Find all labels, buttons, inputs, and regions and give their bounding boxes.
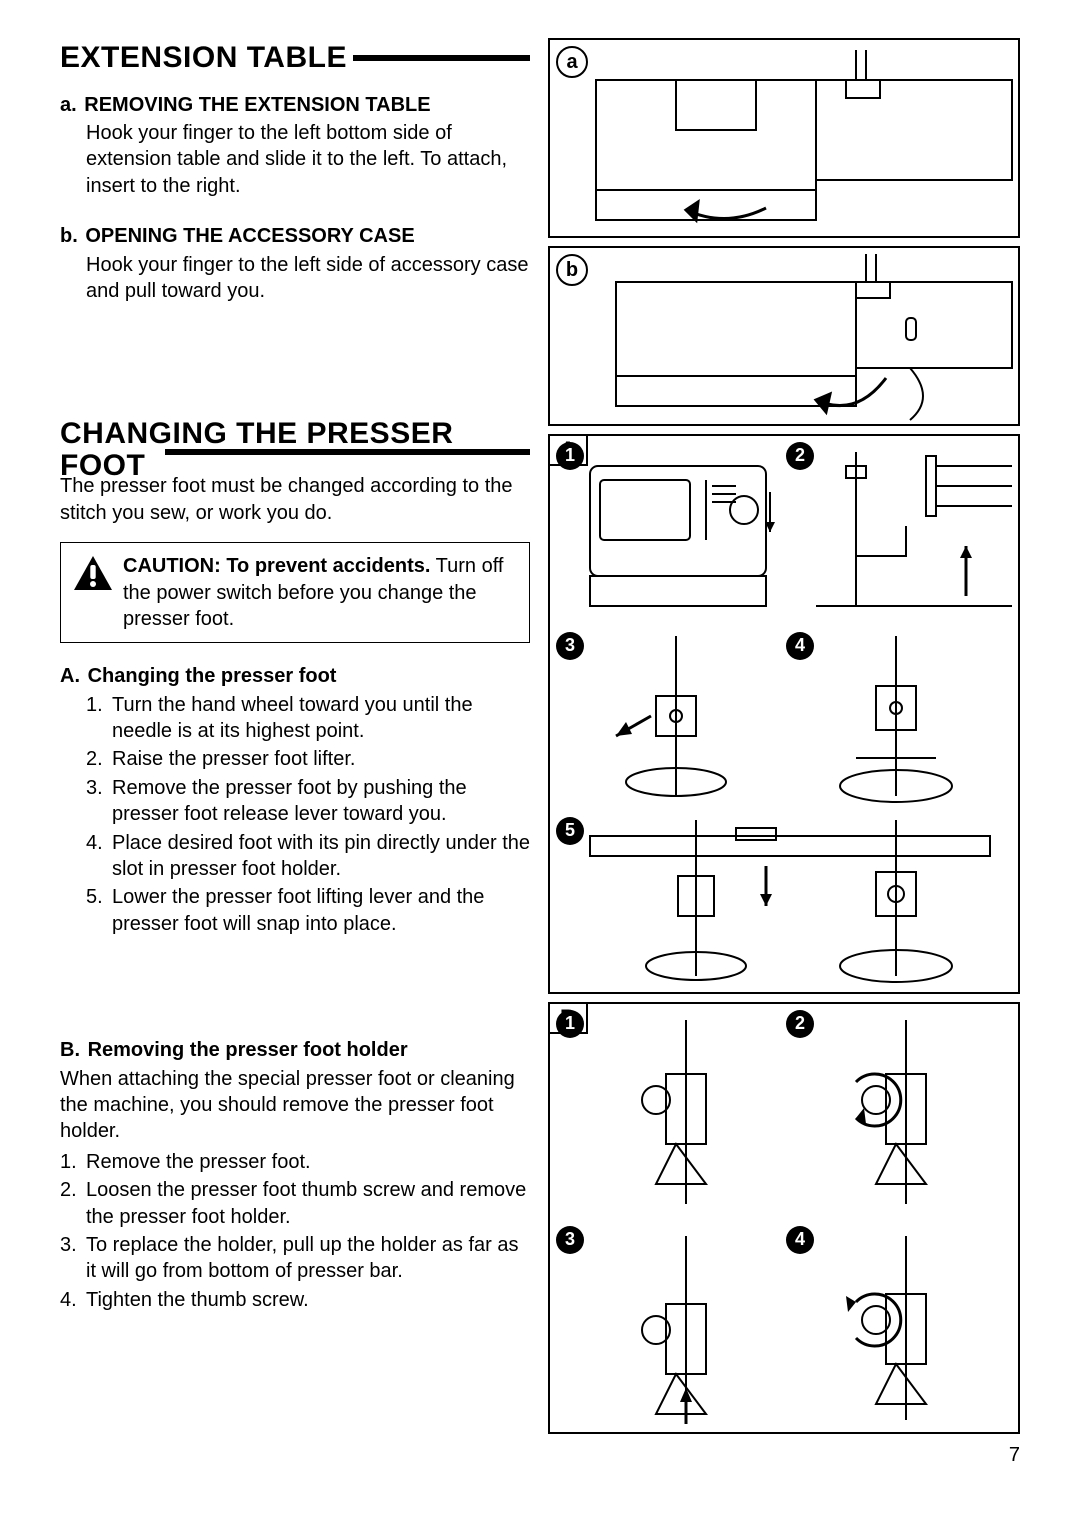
panel-number: 1 bbox=[556, 1010, 584, 1038]
step: Turn the hand wheel toward you until the… bbox=[86, 692, 530, 745]
panel-number: 4 bbox=[786, 632, 814, 660]
step: Lower the presser foot lifting lever and… bbox=[86, 884, 530, 937]
panel-number: 3 bbox=[556, 1226, 584, 1254]
illustration bbox=[550, 248, 1018, 424]
step: Remove the presser foot by pushing the p… bbox=[86, 775, 530, 828]
sub-prefix: A. bbox=[60, 665, 80, 687]
heading: EXTENSION TABLE bbox=[60, 38, 347, 78]
title-rule bbox=[353, 55, 530, 61]
figure-column: a bbox=[548, 38, 1020, 1434]
steps-list: Remove the presser foot. Loosen the pres… bbox=[60, 1149, 530, 1313]
figure-label: a bbox=[556, 46, 588, 78]
illustration bbox=[550, 40, 1018, 236]
panel-number: 4 bbox=[786, 1226, 814, 1254]
text-column: EXTENSION TABLE a. REMOVING THE EXTENSIO… bbox=[60, 38, 530, 1434]
sub-prefix: a. bbox=[60, 94, 77, 116]
sub-prefix: b. bbox=[60, 225, 78, 247]
sub-heading: OPENING THE ACCESSORY CASE bbox=[85, 225, 414, 247]
sub-heading: REMOVING THE EXTENSION TABLE bbox=[84, 94, 430, 116]
section-title-extension-table: EXTENSION TABLE bbox=[60, 38, 530, 78]
figure-presser-B: B 1 2 3 4 bbox=[548, 1002, 1020, 1434]
body-text: Hook your finger to the left side of acc… bbox=[86, 252, 530, 305]
illustration bbox=[550, 436, 1018, 992]
title-rule bbox=[165, 449, 530, 455]
subsection-A: A. Changing the presser foot Turn the ha… bbox=[60, 663, 530, 937]
body-text: Hook your finger to the left bottom side… bbox=[86, 120, 530, 199]
caution-box: CAUTION: To prevent accidents. Turn off … bbox=[60, 542, 530, 643]
intro-text: The presser foot must be changed accordi… bbox=[60, 473, 530, 526]
panel-number: 1 bbox=[556, 442, 584, 470]
panel-number: 2 bbox=[786, 1010, 814, 1038]
panel-number: 2 bbox=[786, 442, 814, 470]
body-text: When attaching the special presser foot … bbox=[60, 1066, 530, 1145]
step: Raise the presser foot lifter. bbox=[86, 746, 530, 772]
caution-icon bbox=[73, 553, 113, 632]
panel-number: 5 bbox=[556, 817, 584, 845]
panel-number: 3 bbox=[556, 632, 584, 660]
step: Place desired foot with its pin directly… bbox=[86, 830, 530, 883]
step: Remove the presser foot. bbox=[60, 1149, 530, 1175]
figure-ext-b: b bbox=[548, 246, 1020, 426]
steps-list: Turn the hand wheel toward you until the… bbox=[86, 692, 530, 938]
sub-heading: Changing the presser foot bbox=[88, 665, 337, 687]
page-number: 7 bbox=[60, 1442, 1020, 1468]
figure-presser-A: A 1 2 3 4 5 bbox=[548, 434, 1020, 994]
figure-label: b bbox=[556, 254, 588, 286]
figure-ext-a: a bbox=[548, 38, 1020, 238]
caution-heading: CAUTION: To prevent accidents. bbox=[123, 555, 430, 577]
subsection-B: B. Removing the presser foot holder When… bbox=[60, 1037, 530, 1313]
step: Tighten the thumb screw. bbox=[60, 1287, 530, 1313]
illustration bbox=[550, 1004, 1018, 1432]
step: To replace the holder, pull up the holde… bbox=[60, 1232, 530, 1285]
subsection-a: a. REMOVING THE EXTENSION TABLE Hook you… bbox=[60, 92, 530, 200]
sub-prefix: B. bbox=[60, 1039, 80, 1061]
sub-heading: Removing the presser foot holder bbox=[88, 1039, 408, 1061]
step: Loosen the presser foot thumb screw and … bbox=[60, 1177, 530, 1230]
subsection-b: b. OPENING THE ACCESSORY CASE Hook your … bbox=[60, 223, 530, 304]
